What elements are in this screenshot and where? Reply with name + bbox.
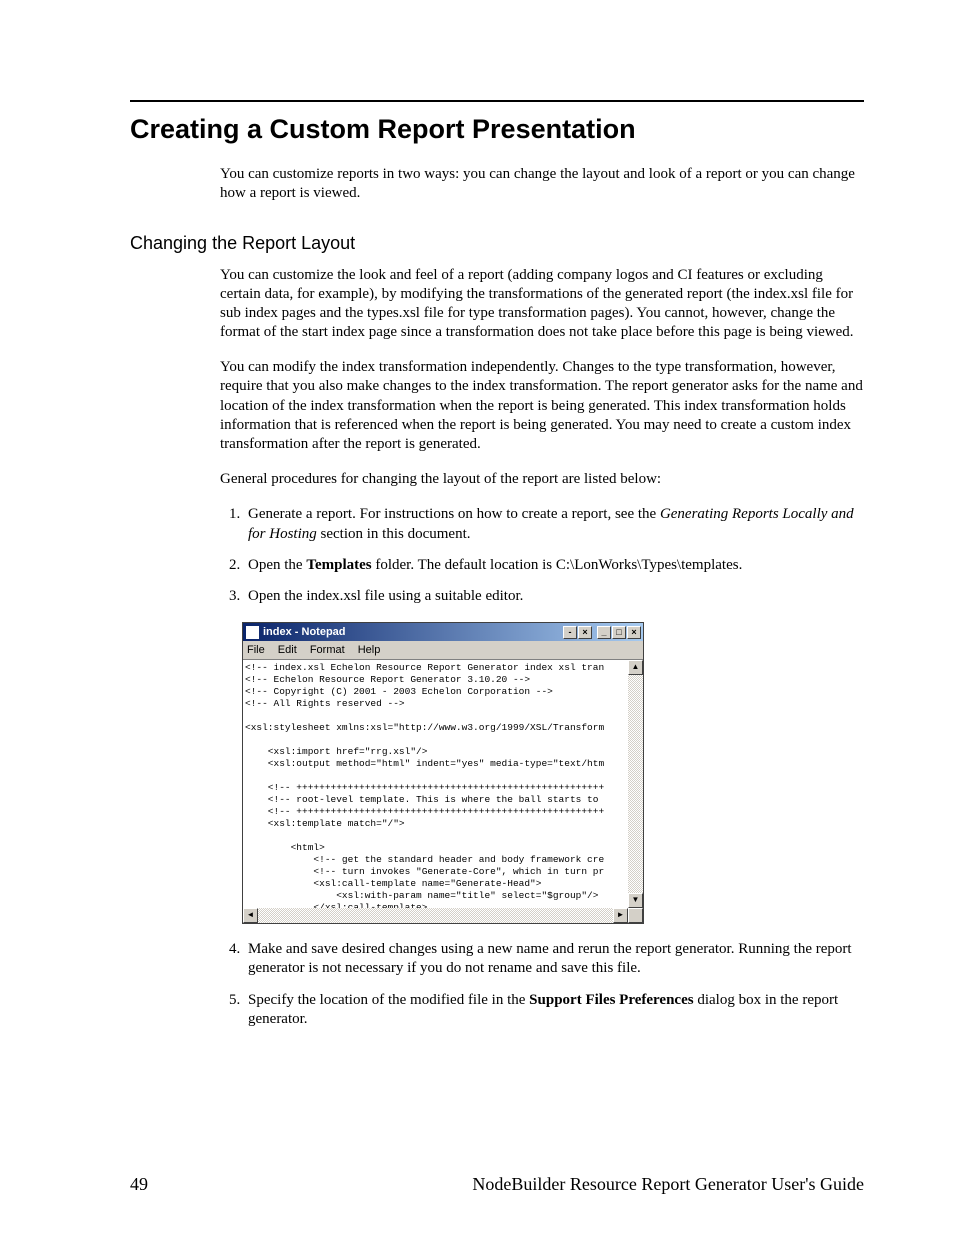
notepad-text-content[interactable]: <!-- index.xsl Echelon Resource Report G… (243, 660, 628, 908)
guide-title: NodeBuilder Resource Report Generator Us… (472, 1174, 864, 1195)
scroll-track[interactable] (258, 908, 613, 923)
window-buttons: - × _ □ × (563, 626, 641, 639)
body-content: You can customize the look and feel of a… (220, 266, 864, 1029)
list-item: Make and save desired changes using a ne… (244, 940, 864, 978)
list-item: Generate a report. For instructions on h… (244, 505, 864, 543)
notepad-menubar: File Edit Format Help (243, 641, 643, 660)
section-heading: Changing the Report Layout (130, 233, 864, 254)
paragraph: You can customize the look and feel of a… (220, 266, 864, 343)
minimize-button[interactable]: _ (597, 626, 611, 639)
scroll-right-button[interactable]: ► (613, 908, 628, 923)
step-folder: Templates (306, 557, 371, 573)
list-item: Open the Templates folder. The default l… (244, 556, 864, 575)
scroll-left-button[interactable]: ◄ (243, 908, 258, 923)
horizontal-scrollbar[interactable]: ◄ ► (243, 908, 643, 923)
step-text: Specify the location of the modified fil… (248, 992, 529, 1008)
aux-button[interactable]: - (563, 626, 577, 639)
spacer (593, 626, 596, 639)
scroll-down-button[interactable]: ▼ (628, 893, 643, 908)
step-dialog: Support Files Preferences (529, 992, 693, 1008)
close-button[interactable]: × (627, 626, 641, 639)
list-item: Specify the location of the modified fil… (244, 991, 864, 1029)
menu-file[interactable]: File (247, 644, 265, 656)
maximize-button[interactable]: □ (612, 626, 626, 639)
scroll-up-button[interactable]: ▲ (628, 660, 643, 675)
resize-grip[interactable] (628, 908, 643, 923)
step-text: Generate a report. For instructions on h… (248, 506, 660, 522)
paragraph: You can modify the index transformation … (220, 358, 864, 454)
steps-list-continued: Make and save desired changes using a ne… (220, 940, 864, 1029)
horizontal-rule (130, 100, 864, 102)
intro-paragraph: You can customize reports in two ways: y… (220, 165, 864, 203)
notepad-icon (246, 626, 259, 639)
page-title: Creating a Custom Report Presentation (130, 114, 864, 145)
menu-edit[interactable]: Edit (278, 644, 297, 656)
list-item: Open the index.xsl file using a suitable… (244, 587, 864, 606)
scroll-track[interactable] (628, 675, 643, 893)
step-text: section in this document. (317, 526, 471, 542)
notepad-client-area: <!-- index.xsl Echelon Resource Report G… (243, 660, 643, 908)
step-text: folder. The default location is C:\LonWo… (372, 557, 743, 573)
notepad-titlebar: index - Notepad - × _ □ × (243, 623, 643, 641)
menu-help[interactable]: Help (358, 644, 381, 656)
paragraph: General procedures for changing the layo… (220, 470, 864, 489)
page-number: 49 (130, 1174, 148, 1195)
steps-list: Generate a report. For instructions on h… (220, 505, 864, 606)
step-text: Open the (248, 557, 306, 573)
notepad-window: index - Notepad - × _ □ × File Edit Form… (242, 622, 644, 924)
document-page: Creating a Custom Report Presentation Yo… (0, 0, 954, 1235)
vertical-scrollbar[interactable]: ▲ ▼ (628, 660, 643, 908)
aux-close-button[interactable]: × (578, 626, 592, 639)
notepad-screenshot: index - Notepad - × _ □ × File Edit Form… (242, 622, 864, 924)
menu-format[interactable]: Format (310, 644, 345, 656)
notepad-title: index - Notepad (263, 625, 563, 639)
page-footer: 49 NodeBuilder Resource Report Generator… (130, 1174, 864, 1195)
